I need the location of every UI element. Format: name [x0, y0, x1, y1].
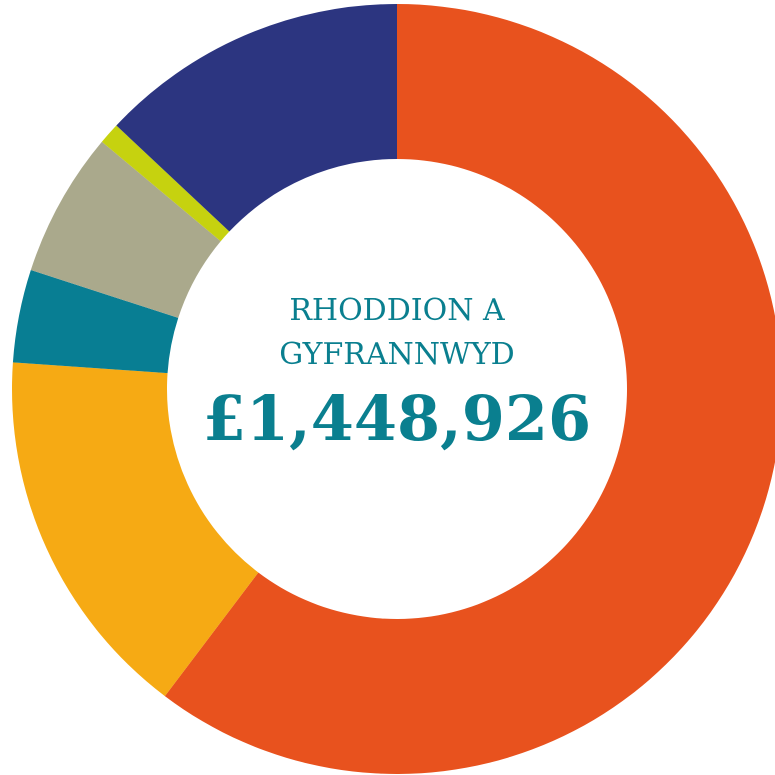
center-label: GYFRANNWYD [279, 337, 515, 372]
slice [164, 4, 775, 774]
slice [101, 125, 230, 242]
slice [12, 270, 179, 374]
slice [30, 141, 221, 318]
center-label: RHODDION A [289, 293, 505, 328]
slice [11, 362, 259, 697]
slices [11, 4, 775, 774]
slice [116, 4, 397, 232]
center-value: £1,448,926 [203, 382, 591, 455]
